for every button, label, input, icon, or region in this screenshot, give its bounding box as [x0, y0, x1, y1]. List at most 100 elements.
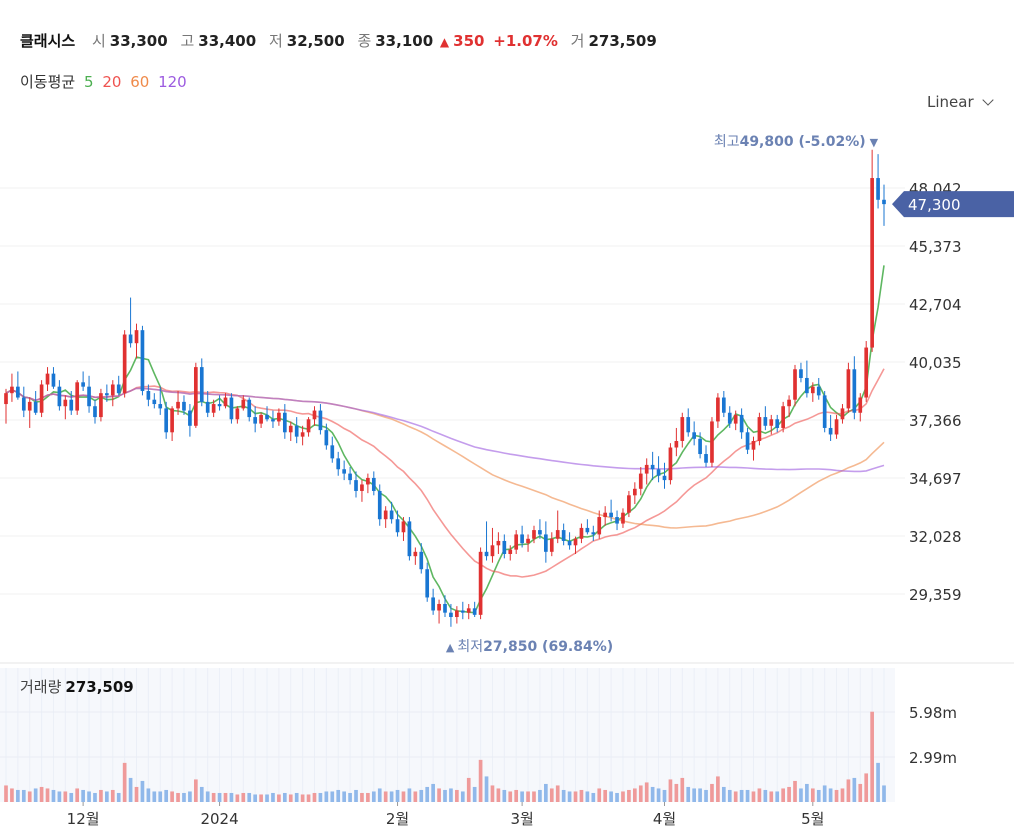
volume-bar[interactable]	[152, 791, 157, 802]
candle[interactable]	[99, 388, 103, 422]
candle[interactable]	[223, 393, 228, 409]
candle[interactable]	[757, 412, 762, 446]
candle[interactable]	[425, 562, 430, 602]
volume-bar[interactable]	[449, 788, 453, 802]
volume-bar[interactable]	[846, 779, 851, 802]
volume-bar[interactable]	[609, 791, 613, 802]
candle[interactable]	[840, 404, 845, 424]
candle[interactable]	[864, 341, 869, 402]
volume-bar[interactable]	[698, 788, 702, 802]
candle[interactable]	[16, 371, 20, 400]
volume-bar[interactable]	[158, 791, 163, 802]
volume-bar[interactable]	[300, 794, 305, 802]
volume-bar[interactable]	[294, 792, 299, 802]
volume-bar[interactable]	[128, 777, 133, 802]
candle[interactable]	[573, 536, 578, 554]
volume-bar[interactable]	[668, 779, 673, 802]
volume-bar[interactable]	[265, 794, 269, 802]
volume-bar[interactable]	[484, 776, 489, 802]
candle[interactable]	[816, 377, 821, 400]
volume-bar[interactable]	[656, 788, 661, 802]
volume-bar[interactable]	[638, 785, 643, 802]
volume-bar[interactable]	[211, 792, 216, 802]
candle[interactable]	[828, 414, 833, 441]
candle[interactable]	[371, 471, 376, 496]
candle[interactable]	[277, 408, 281, 426]
candle[interactable]	[199, 358, 204, 407]
volume-bar[interactable]	[680, 777, 685, 802]
volume-bar[interactable]	[69, 792, 74, 802]
candle[interactable]	[348, 467, 352, 485]
volume-bar[interactable]	[235, 794, 240, 802]
volume-bar[interactable]	[733, 791, 738, 802]
volume-bar[interactable]	[674, 783, 679, 802]
volume-bar[interactable]	[757, 788, 762, 802]
candle[interactable]	[490, 527, 495, 563]
candle[interactable]	[484, 521, 489, 561]
candle[interactable]	[10, 373, 14, 402]
candle[interactable]	[656, 456, 661, 483]
volume-bar[interactable]	[223, 792, 228, 802]
volume-bar[interactable]	[472, 786, 477, 802]
volume-bar[interactable]	[615, 792, 619, 802]
candle[interactable]	[419, 543, 424, 574]
volume-bar[interactable]	[140, 780, 145, 802]
volume-bar[interactable]	[502, 789, 507, 802]
volume-bar[interactable]	[686, 786, 691, 802]
volume-bar[interactable]	[282, 792, 287, 802]
volume-bar[interactable]	[407, 788, 412, 802]
ma-legend-20[interactable]: 20	[102, 73, 122, 91]
candle[interactable]	[182, 395, 186, 415]
candle[interactable]	[609, 499, 613, 522]
candle[interactable]	[455, 606, 459, 624]
volume-bar[interactable]	[247, 792, 252, 802]
volume-bar[interactable]	[425, 786, 430, 802]
candle[interactable]	[235, 406, 240, 424]
candle[interactable]	[846, 362, 851, 413]
volume-bar[interactable]	[259, 794, 263, 802]
candle[interactable]	[401, 517, 406, 541]
candle[interactable]	[698, 432, 702, 459]
volume-bar[interactable]	[793, 780, 797, 802]
volume-bar[interactable]	[508, 791, 513, 802]
candle[interactable]	[33, 391, 38, 415]
candle[interactable]	[407, 517, 412, 561]
candle[interactable]	[146, 384, 151, 407]
volume-bar[interactable]	[75, 788, 80, 802]
volume-bar[interactable]	[312, 792, 317, 802]
candle[interactable]	[81, 371, 85, 392]
candle[interactable]	[170, 406, 174, 441]
volume-bar[interactable]	[170, 791, 174, 802]
candle[interactable]	[312, 406, 317, 426]
candle[interactable]	[650, 451, 655, 481]
volume-bar[interactable]	[567, 791, 572, 802]
volume-bar[interactable]	[644, 782, 649, 802]
candle[interactable]	[733, 410, 738, 431]
candle[interactable]	[259, 412, 263, 428]
candle[interactable]	[69, 391, 74, 415]
candle[interactable]	[478, 547, 483, 620]
candle[interactable]	[377, 484, 382, 526]
volume-bar[interactable]	[739, 789, 744, 802]
volume-bar[interactable]	[199, 786, 204, 802]
volume-bar[interactable]	[164, 789, 169, 802]
volume-bar[interactable]	[455, 789, 459, 802]
candle[interactable]	[443, 595, 447, 618]
candle[interactable]	[472, 601, 477, 618]
volume-bar[interactable]	[253, 794, 258, 802]
volume-bar[interactable]	[229, 792, 234, 802]
volume-bar[interactable]	[431, 783, 435, 802]
volume-bar[interactable]	[306, 794, 311, 802]
candle[interactable]	[324, 423, 329, 450]
volume-bar[interactable]	[330, 791, 335, 802]
volume-bar[interactable]	[205, 791, 210, 802]
candle[interactable]	[799, 362, 803, 383]
volume-bar[interactable]	[87, 791, 91, 802]
volume-bar[interactable]	[288, 794, 293, 802]
volume-bar[interactable]	[692, 788, 697, 802]
candle[interactable]	[668, 443, 673, 485]
candle[interactable]	[158, 386, 163, 415]
candles[interactable]	[4, 149, 886, 627]
volume-bar[interactable]	[51, 789, 56, 802]
candle[interactable]	[763, 406, 768, 431]
